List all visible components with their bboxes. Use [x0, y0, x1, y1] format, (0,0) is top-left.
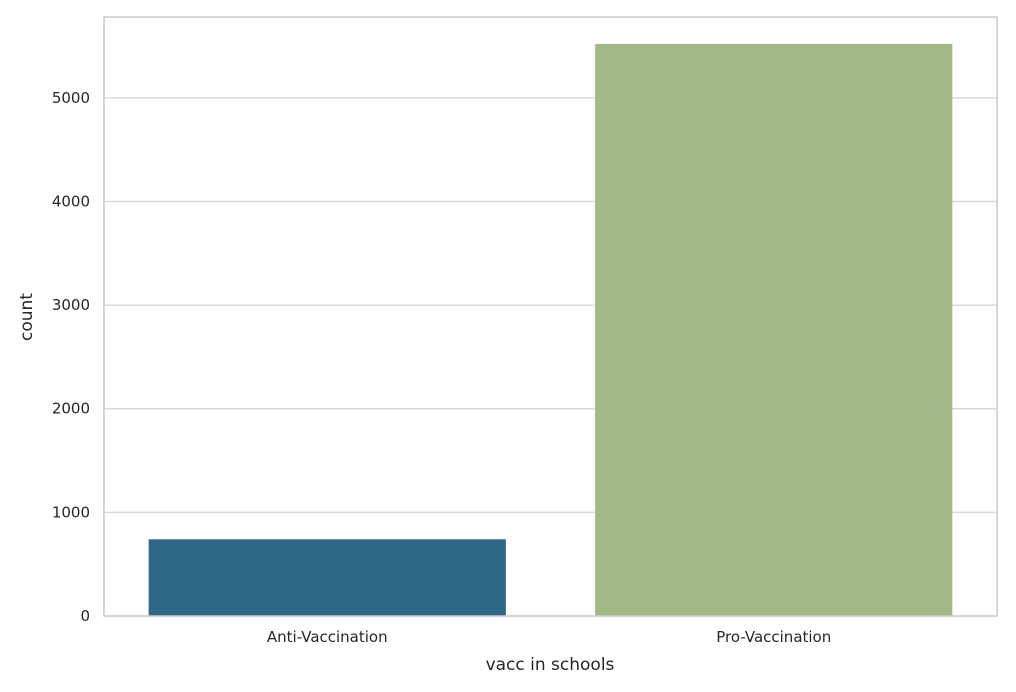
- y-tick-labels: 0 1000 2000 3000 4000 5000: [52, 89, 90, 625]
- bars: [148, 43, 953, 616]
- y-tick-label: 5000: [52, 89, 90, 107]
- x-tick-labels: Anti-Vaccination Pro-Vaccination: [267, 628, 831, 646]
- bar-pro-vaccination: [595, 43, 953, 616]
- x-tick-label: Anti-Vaccination: [267, 628, 388, 646]
- y-axis-label: count: [17, 293, 37, 341]
- x-tick-label: Pro-Vaccination: [716, 628, 831, 646]
- y-tick-label: 0: [80, 607, 90, 625]
- x-axis-label: vacc in schools: [486, 655, 615, 675]
- y-tick-label: 4000: [52, 192, 90, 210]
- y-tick-label: 3000: [52, 296, 90, 314]
- plot-frame: [103, 16, 998, 617]
- y-tick-label: 1000: [52, 503, 90, 521]
- bar-anti-vaccination: [148, 539, 506, 616]
- y-tick-label: 2000: [52, 400, 90, 418]
